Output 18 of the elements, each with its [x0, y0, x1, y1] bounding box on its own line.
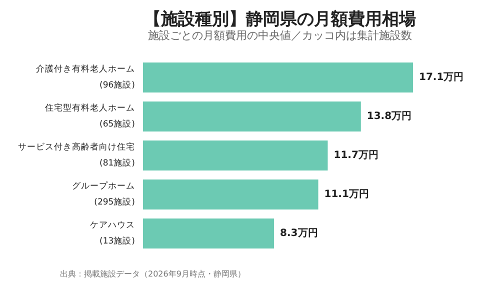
- bar: [143, 140, 328, 170]
- chart-title: 【施設種別】静岡県の月額費用相場: [144, 10, 416, 30]
- data-label: 17.1万円: [419, 72, 464, 83]
- data-label: 8.3万円: [280, 228, 318, 239]
- bar: [143, 180, 318, 210]
- bar: [143, 218, 274, 248]
- y-tick-label: グループホーム (295施設): [72, 180, 135, 208]
- data-label: 11.1万円: [324, 189, 369, 200]
- y-tick-label: 介護付き有料老人ホーム (96施設): [36, 64, 135, 90]
- bar: [143, 62, 413, 92]
- bar: [143, 102, 361, 132]
- chart-subtitle: 施設ごとの月額費用の中央値／カッコ内は集計施設数: [148, 29, 412, 42]
- y-tick-label: 住宅型有料老人ホーム (65施設): [45, 102, 135, 130]
- y-tick-label: サービス付き高齢者向け住宅 (81施設): [18, 142, 135, 168]
- data-label: 11.7万円: [334, 150, 378, 161]
- y-tick-label: ケアハウス (13施設): [90, 220, 135, 246]
- data-label: 13.8万円: [366, 111, 412, 122]
- source-note: 出典：掲載施設データ（2026年9月時点・静岡県）: [60, 270, 246, 278]
